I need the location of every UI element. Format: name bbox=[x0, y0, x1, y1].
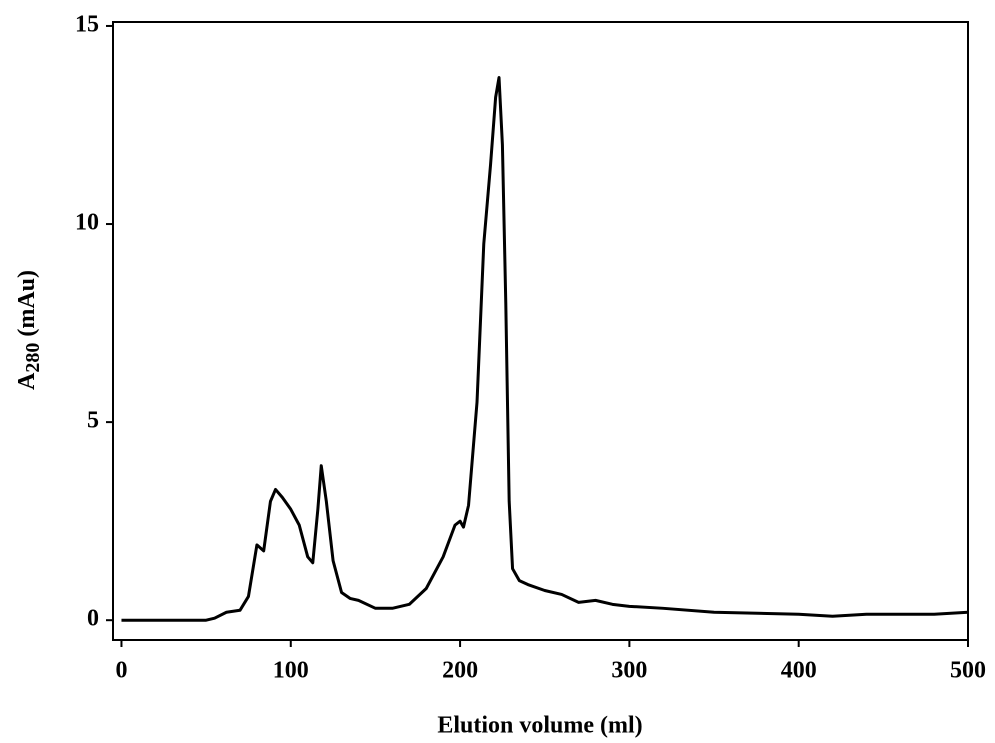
x-tick-label: 400 bbox=[781, 658, 817, 684]
y-label-subscript: 280 bbox=[22, 343, 44, 373]
y-label-unit: (mAu) bbox=[14, 270, 40, 343]
x-axis-label: Elution volume (ml) bbox=[437, 713, 642, 739]
y-tick-label: 15 bbox=[75, 11, 99, 37]
x-tick-label: 100 bbox=[273, 658, 309, 684]
y-label-main: A bbox=[14, 372, 40, 390]
y-tick-label: 10 bbox=[75, 210, 99, 236]
plot-frame bbox=[112, 21, 969, 641]
x-tick-label: 300 bbox=[611, 658, 647, 684]
x-tick-label: 500 bbox=[950, 658, 986, 684]
y-tick-label: 0 bbox=[87, 606, 99, 632]
line-series bbox=[121, 75, 969, 622]
x-tick-label: 200 bbox=[442, 658, 478, 684]
x-tick-label: 0 bbox=[115, 658, 127, 684]
y-axis-label: A280 (mAu) bbox=[14, 270, 44, 390]
y-tick-label: 5 bbox=[87, 408, 99, 434]
